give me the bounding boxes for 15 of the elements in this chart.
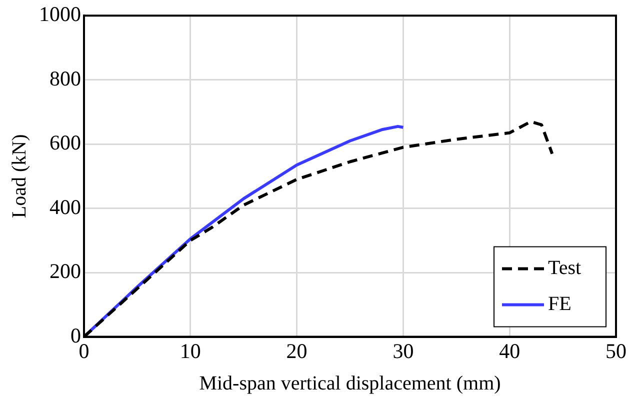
y-tick-label: 1000 [39,2,81,26]
legend-label: FE [548,293,572,316]
x-tick-label: 40 [499,338,520,363]
x-tick-label: 50 [606,338,626,363]
y-tick-label: 0 [70,323,81,348]
y-axis-title: Load (kN) [8,134,30,218]
y-tick-label: 800 [50,66,81,90]
x-tick-label: 20 [286,338,308,363]
y-tick-label: 600 [50,130,81,155]
y-tick-label: 400 [50,194,81,219]
legend-label: Test [548,257,582,280]
x-axis-title: Mid-span vertical displacement (mm) [199,372,501,394]
x-tick-label: 10 [180,338,201,363]
x-tick-label: 30 [392,338,414,363]
y-tick-label: 200 [50,259,81,284]
